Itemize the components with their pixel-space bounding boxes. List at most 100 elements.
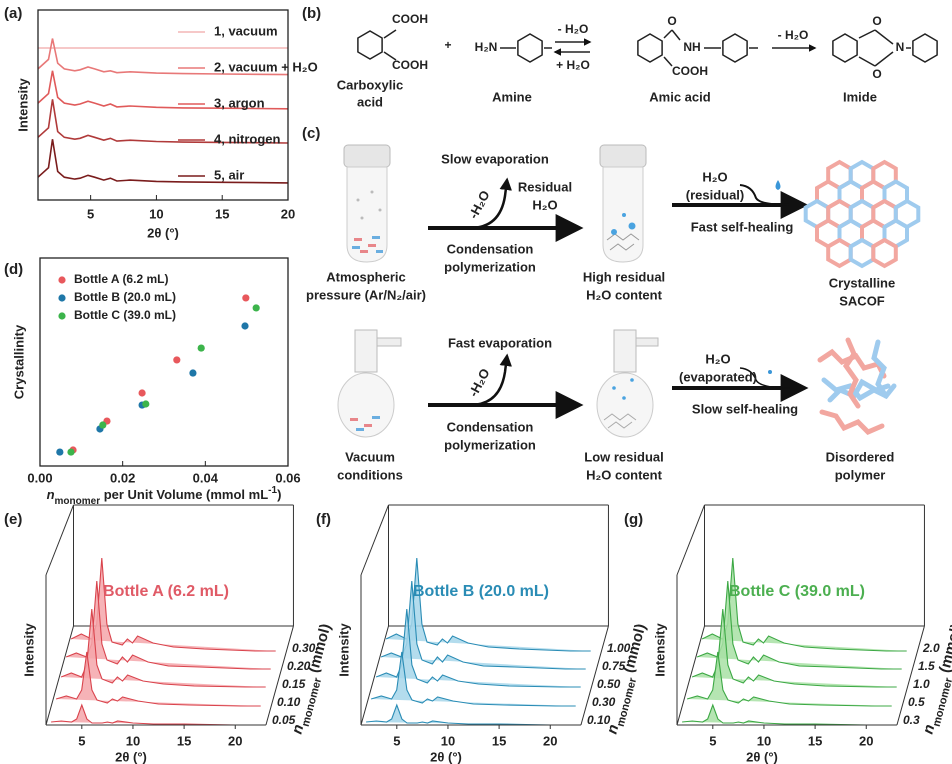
scheme-caption: Carboxylic [337, 77, 403, 92]
depth-axis-title-part: n [289, 723, 308, 736]
depth-label: 0.5 [908, 695, 925, 709]
scheme-label: (residual) [686, 187, 745, 202]
depth-label: 0.3 [903, 713, 920, 727]
ring [722, 33, 748, 63]
x-tick-label: 5 [87, 206, 94, 221]
scheme-label: (evaporated) [679, 369, 757, 384]
x-axis-title: 2θ (°) [147, 225, 179, 240]
scheme-label: conditions [337, 467, 403, 482]
xrd-trace [375, 608, 581, 688]
x-tick-label: 10 [126, 733, 140, 748]
x-axis-title-part: n [47, 487, 55, 502]
depth-label: 0.30 [592, 695, 616, 709]
x-tick-label: 15 [492, 733, 506, 748]
legend-label: Bottle C (39.0 mL) [74, 308, 176, 322]
x-tick-label: 5 [78, 733, 85, 748]
scheme-label: + [444, 38, 451, 52]
x-tick-label: 5 [709, 733, 716, 748]
scheme-label: Condensation [447, 419, 534, 434]
scatter-point [67, 448, 75, 456]
depth-label: 0.30 [292, 641, 316, 655]
scatter-point [252, 304, 260, 312]
depth-label: 0.15 [282, 677, 306, 691]
ring [871, 237, 898, 269]
xrd-line [37, 139, 289, 184]
chart-title: Bottle B (20.0 mL) [413, 583, 549, 600]
panel-label: (c) [302, 125, 320, 142]
legend-label: 1, vacuum [214, 23, 278, 38]
reaction-scheme [357, 29, 938, 67]
scheme-label: -H₂O [465, 366, 492, 399]
scheme-label: H₂O [702, 169, 727, 184]
scheme-label: H₂O [532, 197, 557, 212]
scatter-point [242, 294, 250, 302]
x-tick-label: 15 [177, 733, 191, 748]
x-tick-label: 20 [543, 733, 557, 748]
xrd-trace [60, 608, 266, 688]
scheme-label: Condensation [447, 241, 534, 256]
x-axis-title-part: monomer [55, 496, 101, 507]
scheme-label: pressure (Ar/N₂/air) [306, 287, 426, 302]
scheme-label: Fast self-healing [691, 219, 794, 234]
legend-swatch [58, 312, 66, 320]
scheme-label: Residual [518, 179, 572, 194]
legend-label: 3, argon [214, 95, 265, 110]
scheme-label: O [872, 14, 881, 28]
scatter-point [138, 389, 146, 397]
x-axis-title: 2θ (°) [746, 749, 778, 764]
scheme-label: O [667, 14, 676, 28]
legend-label: Bottle B (20.0 mL) [74, 290, 176, 304]
depth-label: 2.0 [922, 641, 940, 655]
ring [826, 237, 853, 269]
x-tick-label: 0.06 [275, 470, 300, 485]
scheme-label: High residual [583, 269, 665, 284]
xrd-trace [366, 703, 571, 726]
scheme-label: H₂O [705, 351, 730, 366]
frame-line [896, 625, 925, 726]
frame-line [360, 504, 389, 576]
scheme-label: Crystalline [829, 275, 895, 290]
x-tick-label: 20 [281, 206, 295, 221]
xrd-line [37, 99, 289, 144]
scheme-label: - H₂O [558, 22, 589, 36]
ring [912, 33, 938, 63]
frame-line [265, 625, 294, 726]
scatter-point [197, 344, 205, 352]
scheme-label: H₂N [475, 40, 498, 54]
depth-axis-title-part: n [604, 723, 623, 736]
depth-label: 0.10 [587, 713, 611, 727]
ring [357, 30, 383, 60]
xrd-trace [55, 651, 261, 707]
scheme-label: Vacuum [345, 449, 395, 464]
depth-axis-title-part: n [920, 723, 939, 736]
x-tick-label: 5 [393, 733, 400, 748]
scheme-label: O [872, 67, 881, 81]
legend-label: 4, nitrogen [214, 131, 281, 146]
ring [517, 33, 543, 63]
scheme-label: Slow evaporation [441, 151, 549, 166]
scheme-label: NH [683, 40, 700, 54]
y-axis-title: Intensity [15, 78, 30, 132]
frame-line [676, 504, 705, 576]
x-tick-label: 15 [808, 733, 822, 748]
scheme-label: COOH [392, 58, 428, 72]
scheme-caption: Amic acid [649, 89, 710, 104]
scheme-label: SACOF [839, 293, 885, 308]
panel-label: (f) [316, 511, 331, 528]
ring [832, 33, 858, 63]
scheme-label: - H₂O [778, 28, 809, 42]
depth-label: 1.00 [607, 641, 631, 655]
scatter-point [142, 400, 150, 408]
frame-line [45, 625, 74, 726]
panel-label: (d) [4, 261, 23, 278]
scheme-label: N [896, 40, 905, 54]
panel-label: (g) [624, 511, 643, 528]
ring [848, 237, 876, 269]
ring [637, 33, 663, 63]
xrd-trace [370, 651, 576, 707]
x-tick-label: 15 [215, 206, 229, 221]
scheme-label: Fast evaporation [448, 335, 552, 350]
depth-label: 0.05 [272, 713, 296, 727]
scheme-label: Disordered [826, 449, 895, 464]
panel-label: (b) [302, 5, 321, 22]
